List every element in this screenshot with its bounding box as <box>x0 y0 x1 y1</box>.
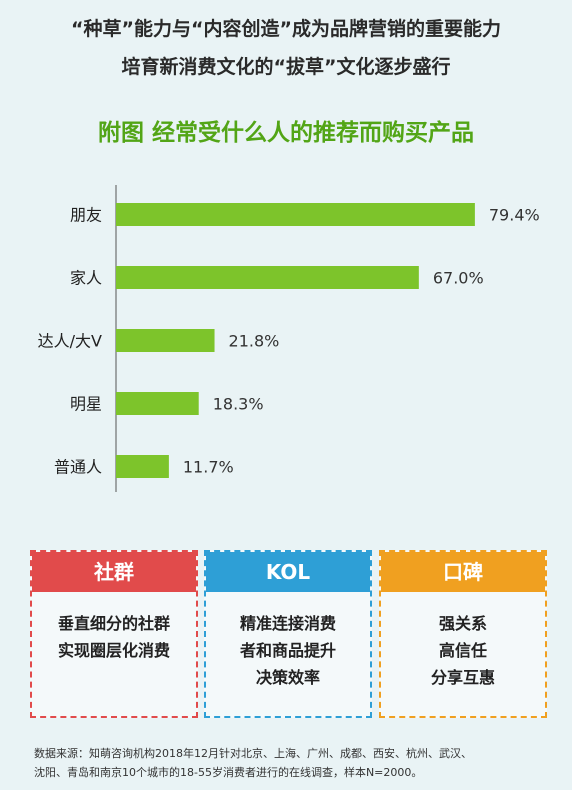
source-note: 数据来源：知萌咨询机构2018年12月针对北京、上海、广州、成都、西安、杭州、武… <box>34 744 554 782</box>
data-label: 18.3% <box>213 395 264 414</box>
card-word-of-mouth: 口碑 强关系 高信任 分享互惠 <box>379 550 547 718</box>
card-community-line: 垂直细分的社群 <box>57 614 170 633</box>
category-label: 达人/大V <box>38 332 102 351</box>
header: “种草”能力与“内容创造”成为品牌营销的重要能力 培育新消费文化的“拔草”文化逐… <box>0 0 572 102</box>
card-community: 社群 垂直细分的社群 实现圈层化消费 <box>30 550 198 718</box>
source-line-2: 沈阳、青岛和南京10个城市的18-55岁消费者进行的在线调查，样本N=2000。 <box>34 766 423 779</box>
category-label: 家人 <box>70 269 102 288</box>
card-community-line: 实现圈层化消费 <box>57 641 170 660</box>
bar-chart: 朋友 79.4% 家人 67.0% 达人/大V 21.8% 明星 18.3% 普通人 11.7% <box>38 185 540 492</box>
card-word-of-mouth-line: 强关系 <box>438 614 487 633</box>
bar <box>116 266 419 289</box>
header-line-1: “种草”能力与“内容创造”成为品牌营销的重要能力 <box>71 18 501 40</box>
card-word-of-mouth-line: 高信任 <box>438 641 487 660</box>
card-word-of-mouth-body: 强关系 高信任 分享互惠 <box>381 610 545 691</box>
card-community-title: 社群 <box>32 552 196 592</box>
data-label: 79.4% <box>489 206 540 225</box>
category-label: 明星 <box>70 395 102 414</box>
card-kol-line: 精准连接消费 <box>239 614 336 633</box>
card-community-body: 垂直细分的社群 实现圈层化消费 <box>32 610 196 664</box>
card-kol-body: 精准连接消费 者和商品提升 决策效率 <box>206 610 370 691</box>
data-label: 21.8% <box>229 332 280 351</box>
chart-title: 附图 经常受什么人的推荐而购买产品 <box>97 120 474 146</box>
bar <box>116 329 215 352</box>
data-label: 11.7% <box>183 458 234 477</box>
card-kol-title: KOL <box>206 552 370 592</box>
data-label: 67.0% <box>433 269 484 288</box>
card-kol-line: 决策效率 <box>255 668 320 687</box>
card-kol: KOL 精准连接消费 者和商品提升 决策效率 <box>204 550 372 718</box>
source-line-1: 数据来源：知萌咨询机构2018年12月针对北京、上海、广州、成都、西安、杭州、武… <box>34 747 472 760</box>
bar <box>116 392 199 415</box>
card-kol-line: 者和商品提升 <box>239 641 336 660</box>
bar <box>116 455 169 478</box>
card-word-of-mouth-title: 口碑 <box>381 552 545 592</box>
card-word-of-mouth-line: 分享互惠 <box>430 668 495 687</box>
header-line-2: 培育新消费文化的“拔草”文化逐步盛行 <box>121 56 451 78</box>
category-label: 普通人 <box>54 458 102 477</box>
bar <box>116 203 475 226</box>
category-label: 朋友 <box>70 206 102 225</box>
